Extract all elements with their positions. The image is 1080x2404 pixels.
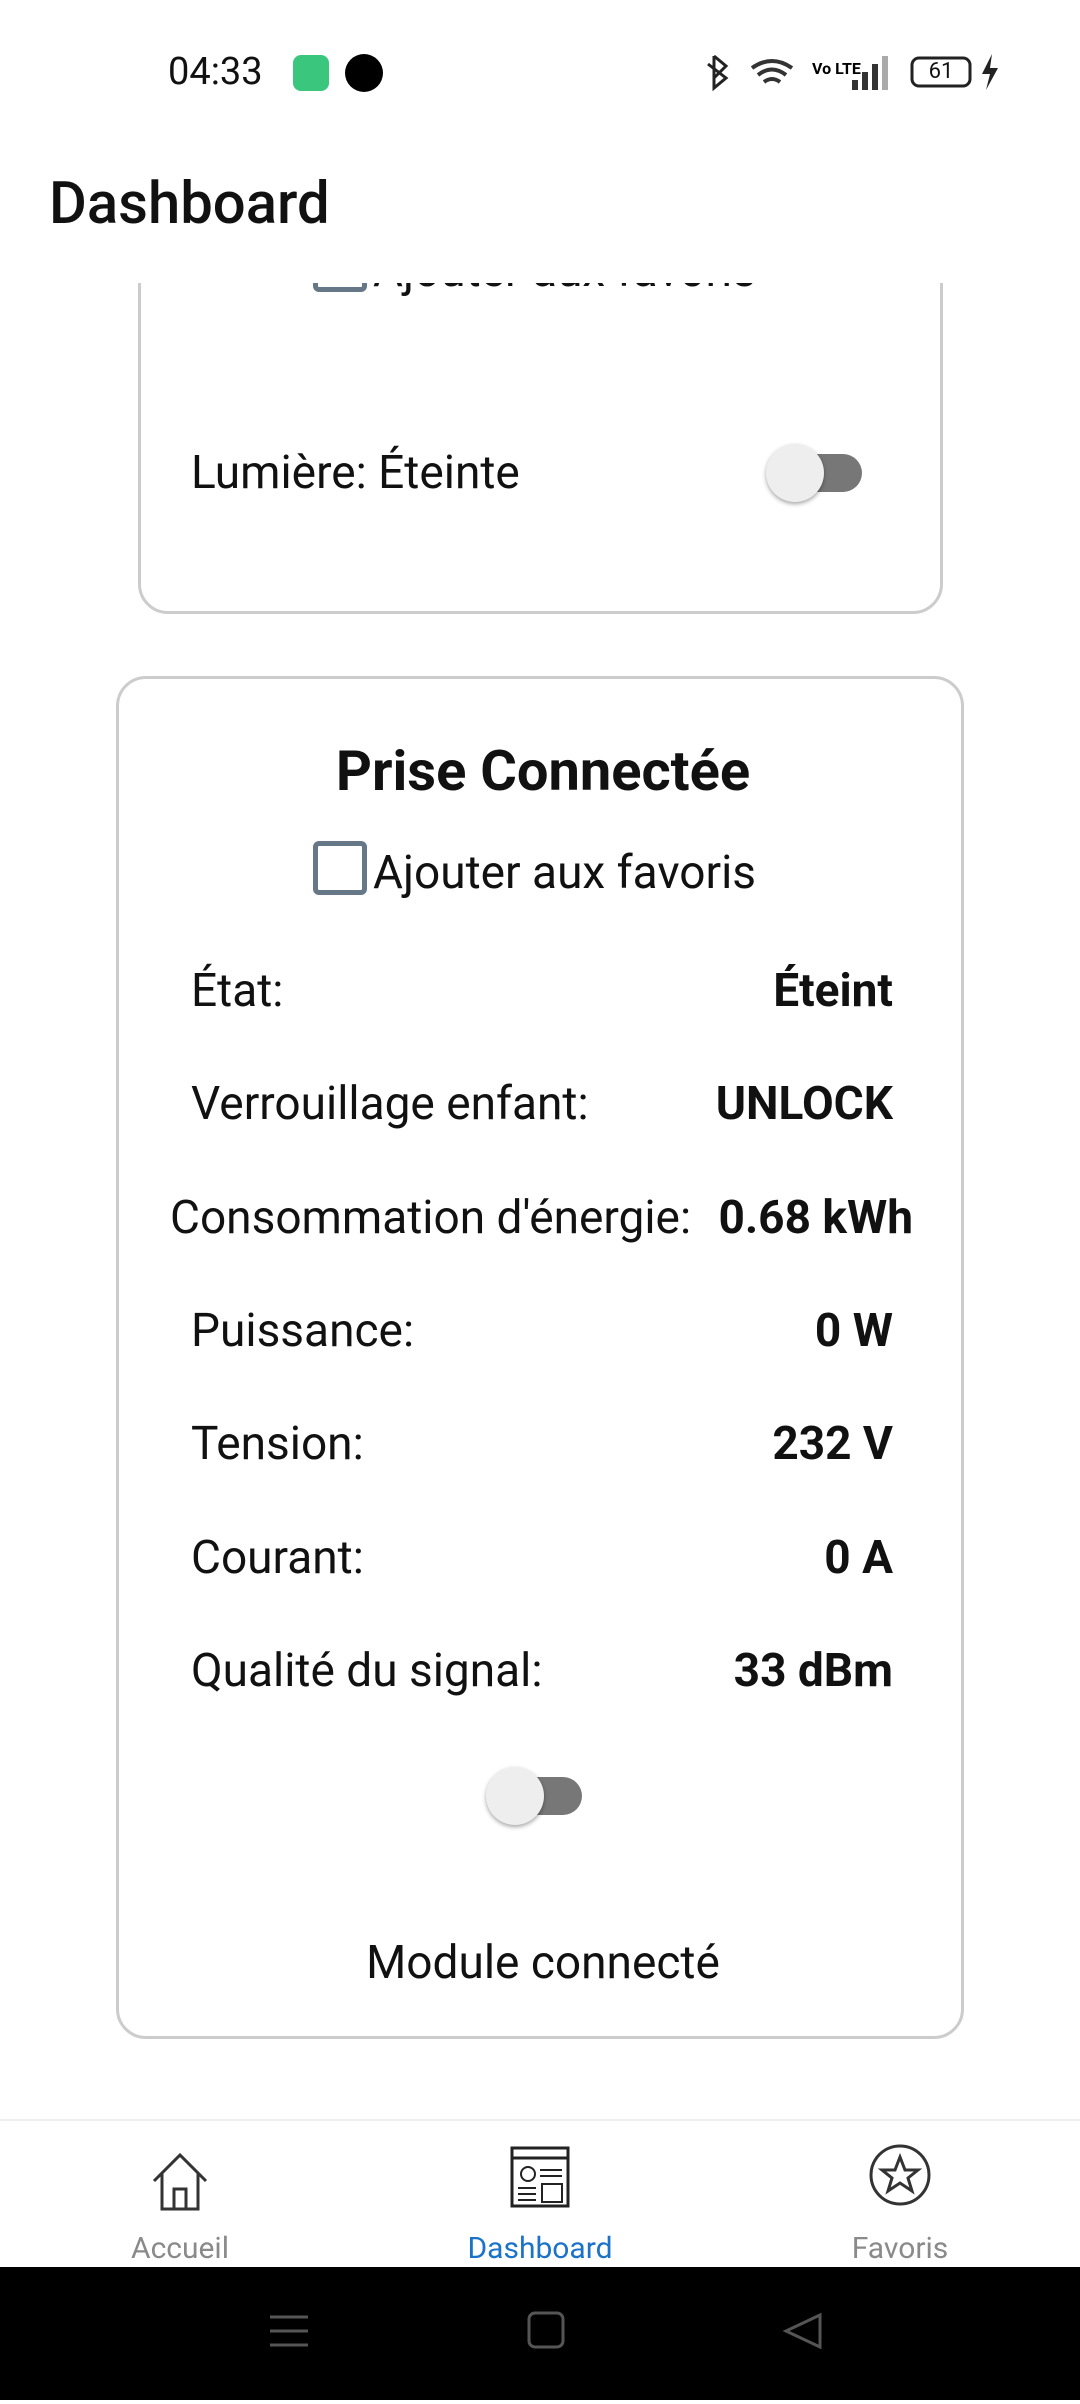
row-label: Consommation d'énergie:	[170, 1190, 692, 1245]
row-value: 0 W	[814, 1303, 893, 1358]
favorite-label: Ajouter aux favoris	[373, 846, 757, 900]
nav-label[interactable]: Accueil	[130, 2231, 230, 2266]
dashboard-icon	[510, 2146, 570, 2208]
row-value: 0.68 kWh	[718, 1190, 913, 1245]
row-value: 0 A	[824, 1530, 893, 1585]
row-value: Éteint	[773, 964, 893, 1018]
row-label: Tension:	[191, 1417, 364, 1472]
favorite-checkbox[interactable]	[313, 283, 367, 292]
plug-toggle[interactable]	[486, 1767, 582, 1825]
light-label: Lumière: Éteinte	[191, 446, 520, 500]
battery-level: 61	[928, 59, 954, 84]
content: Ajouter aux favoris Lumière: Éteinte Pri…	[0, 283, 1080, 2119]
time: 04:33	[168, 50, 263, 94]
header-title: Dashboard	[49, 170, 330, 238]
status-bar: 04:33 Vo LTE 61	[0, 0, 1080, 140]
system-nav-icons	[270, 2311, 822, 2350]
footer-status: Module connecté	[366, 1936, 720, 1990]
app-header: Dashboard	[0, 140, 1080, 283]
row-label: Courant:	[191, 1530, 364, 1585]
nav-label[interactable]: Favoris	[851, 2231, 949, 2266]
row-label: Puissance:	[191, 1303, 415, 1358]
nav-label[interactable]: Dashboard	[467, 2231, 613, 2266]
svg-text:Vo LTE: Vo LTE	[812, 59, 861, 78]
app-icon	[293, 55, 329, 91]
light-card: Ajouter aux favoris Lumière: Éteinte	[138, 283, 943, 614]
system-nav	[0, 2267, 1080, 2400]
row-value: 232 V	[772, 1417, 893, 1472]
status-icons: Vo LTE	[707, 54, 998, 92]
card-title: Prise Connectée	[335, 738, 751, 804]
favorite-checkbox[interactable]	[313, 841, 367, 895]
row-label: Verrouillage enfant:	[191, 1077, 589, 1132]
favorites-icon	[869, 2144, 931, 2206]
row-label: Qualité du signal:	[191, 1643, 543, 1698]
home-icon	[152, 2152, 208, 2211]
app-icon	[345, 54, 383, 92]
light-toggle[interactable]	[766, 444, 862, 502]
row-value: 33 dBm	[733, 1643, 893, 1698]
row-label: État:	[191, 964, 284, 1018]
favorite-label: Ajouter aux favoris	[373, 283, 756, 294]
bottom-nav: Accueil Dashboard Favoris	[0, 2119, 1080, 2267]
row-value: UNLOCK	[715, 1077, 893, 1132]
plug-card: Prise Connectée Ajouter aux favoris Modu…	[116, 676, 964, 2039]
